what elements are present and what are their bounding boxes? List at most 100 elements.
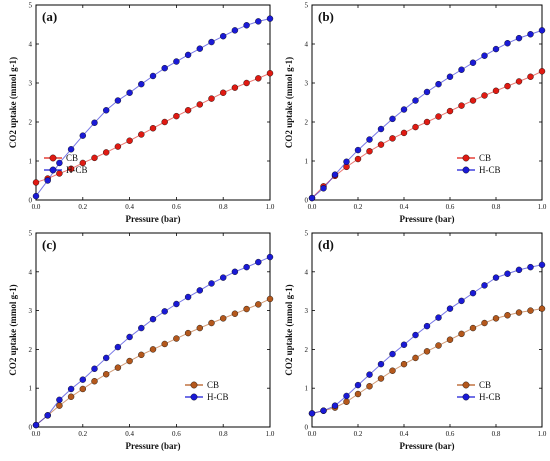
x-tick-label: 0.0 <box>308 203 317 211</box>
data-point <box>161 308 168 315</box>
data-point <box>184 107 192 114</box>
data-point <box>91 365 98 372</box>
data-point <box>56 170 63 177</box>
data-point <box>435 314 442 321</box>
data-point <box>538 27 546 34</box>
data-point <box>102 354 110 362</box>
x-tick-label: 0.8 <box>219 430 228 438</box>
data-point <box>79 159 87 167</box>
data-point <box>504 270 511 277</box>
y-tick-label: 1 <box>305 385 309 393</box>
chart-panel: 0.0 0.2 0.4 0.6 0.8 1.0 0 1 2 3 4 5 Pressure (bar) CO… <box>8 230 275 452</box>
legend-swatch-marker <box>190 393 198 401</box>
data-point <box>320 407 327 414</box>
legend-label: H-CB <box>207 392 229 402</box>
data-point <box>255 301 262 308</box>
data-point <box>126 333 133 341</box>
data-point <box>208 95 215 102</box>
data-point <box>67 385 75 393</box>
data-point <box>366 383 373 390</box>
data-point <box>400 341 408 348</box>
data-point <box>343 398 350 405</box>
data-point <box>492 315 500 322</box>
x-tick-label: 0.4 <box>125 430 134 438</box>
x-tick-label: 0.0 <box>32 203 41 211</box>
data-point <box>255 18 262 25</box>
data-point <box>504 312 511 319</box>
data-point <box>67 146 75 153</box>
data-point <box>266 70 274 77</box>
y-tick-label: 2 <box>305 119 309 127</box>
data-point <box>469 324 477 332</box>
legend-label: H-CB <box>479 165 501 175</box>
x-tick-label: 1.0 <box>266 430 275 438</box>
x-axis-title: Pressure (bar) <box>126 214 181 224</box>
y-tick-label: 0 <box>29 197 33 205</box>
y-tick-label: 4 <box>29 41 33 49</box>
y-tick-label: 5 <box>305 2 309 10</box>
data-point <box>196 324 204 332</box>
legend-swatch-marker <box>462 381 470 389</box>
data-point <box>102 149 110 156</box>
data-point <box>538 68 546 75</box>
panel-label: (d) <box>318 237 334 252</box>
data-point <box>32 192 40 200</box>
data-point <box>331 402 339 409</box>
data-point <box>32 179 40 186</box>
data-point <box>515 266 523 274</box>
data-point <box>458 297 465 305</box>
data-point <box>389 350 396 358</box>
y-tick-label: 4 <box>305 41 309 49</box>
data-point <box>243 305 250 313</box>
data-point <box>515 34 523 42</box>
x-axis-title: Pressure (bar) <box>400 441 455 451</box>
data-point <box>446 336 454 343</box>
y-tick-label: 0 <box>305 197 309 205</box>
data-point <box>343 158 350 165</box>
data-point <box>138 80 145 88</box>
data-point <box>446 73 454 80</box>
y-axis-title: CO2 uptake (mmol g-1) <box>8 284 18 375</box>
data-point <box>527 31 534 38</box>
legend-swatch-marker <box>49 166 57 174</box>
x-tick-label: 0.0 <box>308 430 317 438</box>
data-point <box>354 146 362 154</box>
data-point <box>435 80 442 88</box>
data-point <box>354 381 362 389</box>
data-point <box>538 261 546 269</box>
data-point <box>126 89 133 96</box>
data-point <box>481 282 488 289</box>
data-point <box>196 45 204 52</box>
x-axis-title: Pressure (bar) <box>126 441 181 451</box>
data-point <box>458 102 465 109</box>
data-point <box>255 258 262 266</box>
data-point <box>504 82 511 90</box>
series-line <box>311 29 543 199</box>
legend-label: CB <box>66 153 78 163</box>
x-tick-label: 1.0 <box>538 430 547 438</box>
y-tick-label: 3 <box>29 80 33 88</box>
data-point <box>126 137 133 144</box>
data-point <box>243 22 250 29</box>
data-point <box>538 305 546 312</box>
data-point <box>423 118 431 126</box>
data-point <box>412 123 419 131</box>
data-point <box>331 171 339 178</box>
data-point <box>446 107 454 115</box>
data-point <box>114 143 122 150</box>
data-point <box>208 280 215 287</box>
data-point <box>389 115 396 123</box>
plot-frame <box>311 232 543 428</box>
data-point <box>173 300 180 308</box>
y-tick-label: 1 <box>29 158 33 166</box>
data-point <box>412 354 419 362</box>
x-tick-label: 0.4 <box>400 430 409 438</box>
y-tick-label: 5 <box>305 230 309 238</box>
legend-swatch-marker <box>49 154 57 162</box>
data-point <box>515 78 523 85</box>
data-point <box>243 79 250 87</box>
data-point <box>114 364 122 371</box>
y-tick-label: 0 <box>305 424 309 432</box>
data-point <box>208 38 215 46</box>
data-point <box>173 58 180 65</box>
